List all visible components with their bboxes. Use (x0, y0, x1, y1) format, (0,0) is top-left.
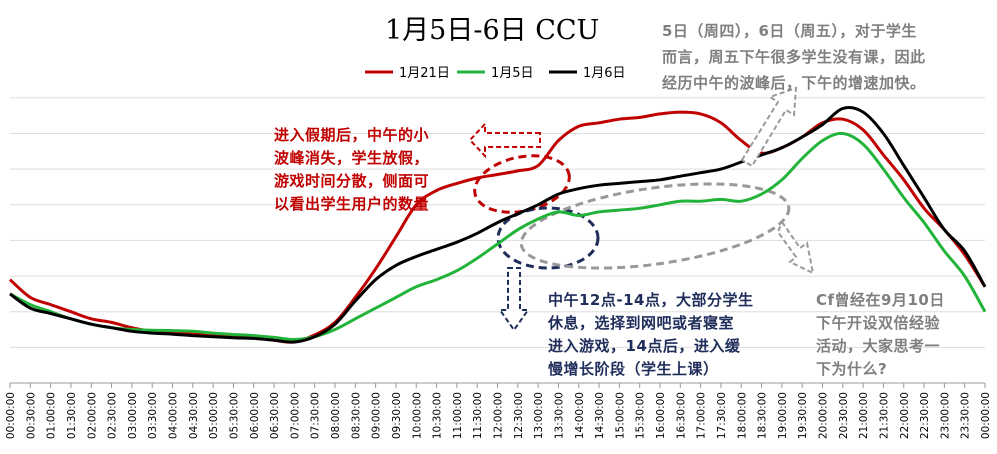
annotation-arrows (468, 86, 815, 332)
x-tick-label: 11:00:00 (452, 392, 464, 439)
x-tick-label: 08:30:00 (350, 392, 362, 439)
x-tick-label: 14:00:00 (574, 392, 586, 439)
annotation-line: Cf曾经在9月10日 (816, 291, 945, 309)
annotation-line: 而言，周五下午很多学生没有课，因此 (662, 48, 926, 66)
x-tick-label: 17:00:00 (696, 392, 708, 439)
legend: 1月21日 1月5日 1月6日 (365, 66, 626, 81)
x-tick-label: 03:30:00 (147, 392, 159, 439)
arrow-up-right (740, 86, 798, 168)
x-tick-label: 12:00:00 (493, 392, 505, 439)
x-tick-label: 19:30:00 (797, 392, 809, 439)
x-tick-label: 01:30:00 (66, 392, 78, 439)
annotation-line: 游戏时间分散，侧面可 (274, 172, 430, 190)
annotation-double-exp: Cf曾经在9月10日 下午开设双倍经验 活动，大家思考一 下为什么? (816, 289, 945, 381)
annotation-line: 波峰消失，学生放假， (274, 149, 430, 167)
x-tick-label: 18:00:00 (736, 392, 748, 439)
series-line (9, 131, 987, 342)
annotation-line: 5日（周四），6日（周五），对于学生 (662, 22, 917, 40)
x-tick-label: 12:30:00 (513, 392, 525, 439)
annotation-line: 进入假期后，中午的小 (274, 126, 430, 144)
annotation-line: 休息，选择到网吧或者寝室 (548, 314, 735, 332)
x-tick-label: 13:30:00 (553, 392, 565, 439)
series-lines (8, 106, 987, 344)
annotation-holiday: 进入假期后，中午的小 波峰消失，学生放假， 游戏时间分散，侧面可 以看出学生用户… (274, 124, 429, 216)
x-tick-label: 19:00:00 (777, 392, 789, 439)
x-tick-label: 16:30:00 (675, 392, 687, 439)
x-tick-label: 14:30:00 (594, 392, 606, 439)
highlight-oval-gray (519, 182, 791, 270)
highlight-oval-navy (496, 206, 600, 270)
x-tick-label: 04:30:00 (188, 392, 200, 439)
x-tick-label: 05:30:00 (228, 392, 240, 439)
legend-label: 1月5日 (491, 66, 534, 81)
legend-label: 1月21日 (399, 66, 450, 81)
x-tick-label: 21:30:00 (878, 392, 890, 439)
x-tick-label: 07:30:00 (310, 392, 322, 439)
annotation-line: 经历中午的波峰后，下午的增速加快。 (662, 74, 926, 92)
gridlines (10, 97, 985, 348)
x-tick-label: 01:00:00 (46, 392, 58, 439)
series-line (9, 106, 987, 344)
annotation-line: 下午开设双倍经验 (816, 314, 941, 332)
annotation-line: 进入游戏，14点后，进入缓 (548, 337, 741, 355)
x-tick-label: 09:00:00 (371, 392, 383, 439)
x-tick-label: 17:30:00 (716, 392, 728, 439)
x-tick-label: 22:00:00 (899, 392, 911, 439)
x-tick-label: 08:00:00 (330, 392, 342, 439)
x-axis: 00:00:00 00:30:00 01:00:00 01:30:00 02:00:00… (5, 382, 992, 439)
x-tick-label: 23:00:00 (939, 392, 951, 439)
annotation-line: 中午12点-14点，大部分学生 (548, 291, 754, 309)
arrow-down (498, 267, 530, 332)
x-tick-label: 06:00:00 (249, 392, 261, 439)
annotation-noon: 中午12点-14点，大部分学生 休息，选择到网吧或者寝室 进入游戏，14点后，进… (548, 289, 753, 381)
x-tick-label: 07:00:00 (289, 392, 301, 439)
x-tick-label: 15:30:00 (635, 392, 647, 439)
x-tick-label: 22:30:00 (919, 392, 931, 439)
x-tick-label: 23:30:00 (960, 392, 972, 439)
x-tick-label: 06:30:00 (269, 392, 281, 439)
x-tick-label: 20:00:00 (818, 392, 830, 439)
x-tick-label: 02:00:00 (86, 392, 98, 439)
arrow-left (468, 121, 541, 159)
x-tick-label: 16:00:00 (655, 392, 667, 439)
x-tick-label: 11:30:00 (472, 392, 484, 439)
x-tick-label: 00:00:00 (5, 392, 17, 439)
chart-title: 1月5日-6日 CCU (385, 15, 600, 46)
x-tick-label: 20:30:00 (838, 392, 850, 439)
x-tick-label: 18:30:00 (757, 392, 769, 439)
arrow-down-right (776, 219, 815, 275)
x-tick-label: 15:00:00 (614, 392, 626, 439)
x-tick-label: 02:30:00 (107, 392, 119, 439)
x-tick-label: 09:30:00 (391, 392, 403, 439)
x-tick-label: 10:30:00 (432, 392, 444, 439)
annotation-line: 活动，大家思考一 (816, 337, 941, 355)
x-tick-label: 00:00:00 (980, 392, 992, 439)
x-tick-label: 00:30:00 (25, 392, 37, 439)
x-tick-label: 21:00:00 (858, 392, 870, 439)
x-tick-label: 04:00:00 (168, 392, 180, 439)
annotation-line: 下为什么? (816, 360, 888, 378)
x-tick-label: 05:00:00 (208, 392, 220, 439)
x-tick-label: 03:00:00 (127, 392, 139, 439)
x-tick-label: 10:00:00 (411, 392, 423, 439)
legend-label: 1月6日 (583, 66, 626, 81)
annotation-line: 以看出学生用户的数量 (274, 195, 430, 213)
annotation-line: 慢增长阶段（学生上课） (548, 360, 719, 378)
annotation-weekday: 5日（周四），6日（周五），对于学生 而言，周五下午很多学生没有课，因此 经历中… (662, 18, 926, 96)
x-tick-label: 13:00:00 (533, 392, 545, 439)
